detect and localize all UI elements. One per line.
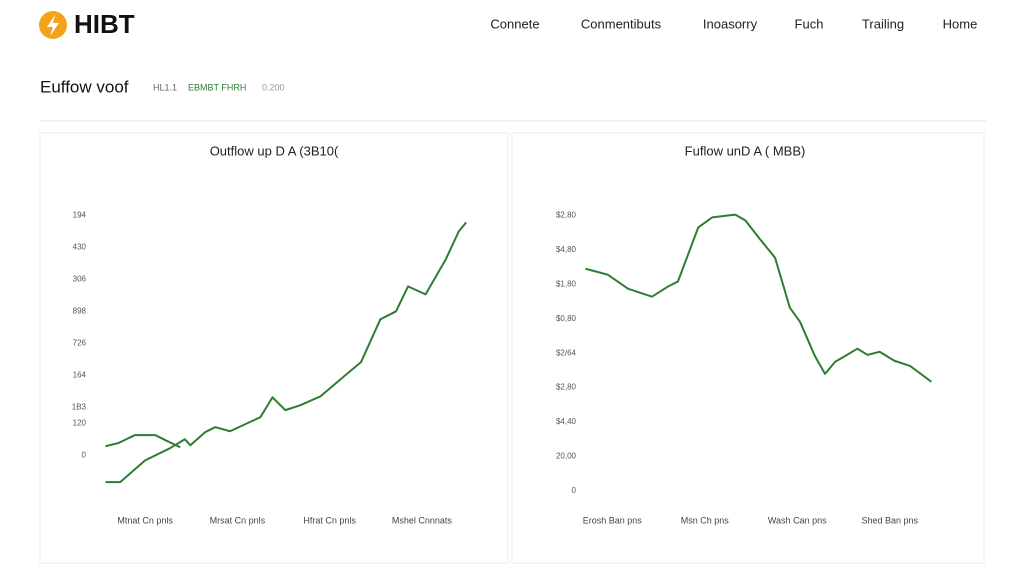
x-tick-label: Mshel Cnnnats (392, 515, 453, 525)
nav-link[interactable]: Trailing (862, 16, 904, 31)
nav-link[interactable]: Fuch (795, 16, 824, 31)
y-tick-label: 726 (73, 338, 87, 347)
section-meta: 0.200 (262, 82, 285, 92)
y-tick-label: 194 (73, 211, 87, 220)
y-tick-label: $1,80 (556, 279, 577, 288)
chart-panel (511, 132, 985, 564)
y-tick-label: 306 (73, 274, 87, 283)
y-tick-label: 430 (73, 242, 87, 251)
section-meta: EBMBT FHRH (188, 82, 246, 92)
chart-panel (39, 132, 509, 564)
y-tick-label: 1B3 (72, 402, 87, 411)
x-tick-label: Hfrat Cn pnls (303, 515, 356, 525)
nav-link[interactable]: Home (943, 16, 978, 31)
x-tick-label: Mtnat Cn pnls (117, 515, 173, 525)
y-tick-label: $0,80 (556, 314, 577, 323)
nav-link[interactable]: Conmentibuts (581, 16, 662, 31)
y-tick-label: $2/64 (556, 348, 577, 357)
y-tick-label: $2,80 (556, 210, 577, 219)
line-series (105, 221, 467, 484)
y-tick-label: 120 (73, 418, 87, 427)
chart-title: Fuflow unD A ( MBB) (685, 143, 806, 158)
y-tick-label: 0 (82, 450, 87, 459)
x-tick-label: Erosh Ban pns (583, 515, 643, 525)
x-tick-label: Wash Can pns (768, 515, 827, 525)
y-tick-label: $2,80 (556, 383, 577, 392)
nav-link[interactable]: Connete (490, 16, 539, 31)
y-tick-label: 898 (73, 306, 87, 315)
logo-bolt (47, 15, 59, 36)
logo-text[interactable]: HIBT (74, 9, 135, 39)
chart-title: Outflow up D A (3B10( (210, 143, 339, 158)
y-tick-label: 0 (572, 486, 577, 495)
nav-link[interactable]: Inoasorry (703, 16, 758, 31)
section-meta: HL1.1 (153, 82, 177, 92)
x-tick-label: Msn Ch pns (681, 515, 730, 525)
y-tick-label: 20,00 (556, 452, 577, 461)
y-tick-label: $4,40 (556, 417, 577, 426)
x-tick-label: Mrsat Cn pnls (210, 515, 266, 525)
x-tick-label: Shed Ban pns (861, 515, 918, 525)
line-series (585, 213, 932, 383)
y-tick-label: 164 (73, 370, 87, 379)
section-title: Euffow voof (40, 77, 129, 96)
line-series (105, 434, 181, 449)
y-tick-label: $4,80 (556, 245, 577, 254)
